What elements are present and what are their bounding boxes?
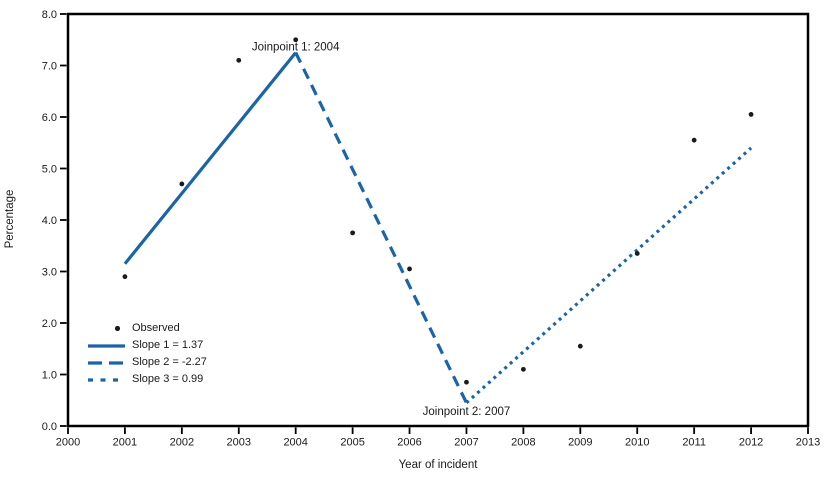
trend-segment-dotted xyxy=(465,146,753,405)
observed-point xyxy=(748,112,754,117)
trend-segment-solid xyxy=(123,51,297,265)
annotation-joinpoint-2: Joinpoint 2: 2007 xyxy=(423,406,511,418)
observed-dot-swatch xyxy=(88,325,125,333)
legend-label: Observed xyxy=(132,322,180,334)
y-tick-label: 0.0 xyxy=(42,421,57,433)
trend-segment-dashed xyxy=(294,51,468,404)
legend-label: Slope 2 = -2.27 xyxy=(132,356,207,368)
observed-point xyxy=(407,266,412,272)
x-tick-label: 2013 xyxy=(796,437,820,449)
x-tick-label: 2006 xyxy=(397,437,421,449)
observed-point xyxy=(293,37,299,43)
x-tick-label: 2009 xyxy=(568,437,592,449)
observed-point xyxy=(691,137,697,143)
y-tick-label: 2.0 xyxy=(42,318,57,330)
observed-point xyxy=(179,181,185,187)
y-tick-label: 4.0 xyxy=(42,215,57,227)
y-axis-title: Percentage xyxy=(4,189,16,249)
legend-label: Slope 1 = 1.37 xyxy=(132,339,204,351)
x-tick-label: 2008 xyxy=(511,437,535,449)
x-tick-label: 2004 xyxy=(283,437,307,449)
legend-label: Slope 3 = 0.99 xyxy=(132,373,204,385)
observed-point xyxy=(577,343,583,349)
plot-frame xyxy=(66,12,810,428)
observed-point xyxy=(236,57,242,63)
solid-line-swatch xyxy=(88,342,125,350)
x-axis-title: Year of incident xyxy=(398,459,478,471)
observed-point xyxy=(122,274,128,280)
x-tick-label: 2012 xyxy=(739,437,763,449)
observed-point xyxy=(634,251,640,256)
y-tick-label: 6.0 xyxy=(42,112,57,124)
y-tick-label: 1.0 xyxy=(42,369,57,381)
dot-marker-icon xyxy=(115,326,120,331)
observed-point xyxy=(464,379,469,385)
y-tick-label: 8.0 xyxy=(42,9,57,21)
y-tick-label: 5.0 xyxy=(42,163,57,175)
dashed-line-swatch xyxy=(88,359,125,367)
dotted-line-swatch xyxy=(88,376,125,384)
y-tick-label: 3.0 xyxy=(42,266,57,278)
x-tick-label: 2000 xyxy=(56,437,80,449)
x-tick-label: 2005 xyxy=(340,437,364,449)
legend-item-observed: Observed xyxy=(88,320,207,337)
observed-point xyxy=(520,366,526,372)
x-tick-label: 2003 xyxy=(227,437,251,449)
legend-item-slope-1: Slope 1 = 1.37 xyxy=(88,337,207,354)
x-tick-label: 2001 xyxy=(113,437,137,449)
observed-point xyxy=(350,230,356,236)
legend-item-slope-3: Slope 3 = 0.99 xyxy=(88,371,207,388)
legend-item-slope-2: Slope 2 = -2.27 xyxy=(88,354,207,371)
annotation-joinpoint-1: Joinpoint 1: 2004 xyxy=(252,42,340,54)
x-tick-label: 2010 xyxy=(625,437,649,449)
x-tick-label: 2002 xyxy=(170,437,194,449)
legend: Observed Slope 1 = 1.37 Slope 2 = -2.27 … xyxy=(88,320,207,388)
x-tick-label: 2011 xyxy=(682,437,706,449)
x-tick-label: 2007 xyxy=(454,437,478,449)
y-tick-label: 7.0 xyxy=(42,60,57,72)
